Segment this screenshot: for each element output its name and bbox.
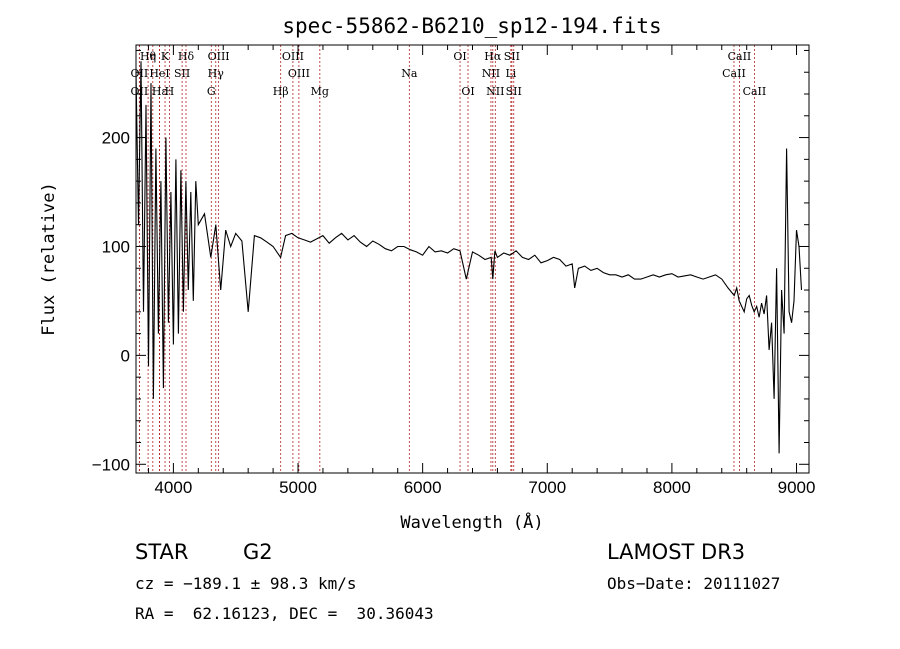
line-label-1: η: [150, 50, 157, 63]
plot-frame: [135, 44, 810, 474]
line-label-26: NII: [486, 85, 504, 98]
line-label-16: NII: [482, 67, 500, 80]
axis-tick-labels: 4000 5000 6000 7000 8000 9000 −100 0 100 200: [92, 129, 816, 497]
line-label-2: K: [161, 50, 170, 63]
line-label-0: Hθ: [140, 50, 157, 63]
flux-series-line: [135, 61, 803, 454]
line-label-22: G: [207, 85, 216, 98]
line-label-12: SII: [174, 67, 190, 80]
emission-line-markers: [138, 45, 755, 473]
coordinates: RA = 62.16123, DEC = 30.36043: [135, 604, 434, 623]
line-label-13: Hγ: [208, 67, 225, 80]
line-label-24: Mg: [311, 85, 329, 98]
line-label-20: Hε: [152, 85, 168, 98]
line-label-8: SII: [504, 50, 520, 63]
line-label-27: SII: [506, 85, 522, 98]
line-label-3: Hδ: [178, 50, 195, 63]
line-label-18: CaII: [722, 67, 746, 80]
line-label-6: OI: [453, 50, 466, 63]
y-tick-label: −100: [92, 455, 130, 474]
line-label-28: CaII: [743, 85, 767, 98]
y-tick-label: 200: [102, 129, 130, 148]
y-tick-label: 0: [121, 346, 130, 365]
line-label-25: OI: [461, 85, 474, 98]
line-label-5: OIII: [282, 50, 304, 63]
line-label-11: HeI: [149, 67, 169, 80]
axis-ticks: [136, 45, 809, 473]
survey-name: LAMOST DR3: [607, 540, 746, 564]
line-label-9: CaII: [728, 50, 752, 63]
x-tick-label: 4000: [154, 478, 192, 497]
x-tick-label: 5000: [279, 478, 317, 497]
line-label-4: OIII: [208, 50, 230, 63]
line-label-23: Hβ: [273, 85, 289, 98]
line-label-15: Na: [401, 67, 418, 80]
y-axis-label: Flux (relative): [39, 182, 59, 336]
line-label-19: OII: [131, 85, 149, 98]
x-tick-label: 9000: [778, 478, 816, 497]
x-axis-label: Wavelength (Å): [400, 511, 543, 533]
line-label-14: OIII: [288, 67, 310, 80]
x-tick-label: 8000: [653, 478, 691, 497]
line-label-17: Li: [505, 67, 516, 80]
y-tick-label: 100: [102, 237, 130, 256]
chart-title: spec-55862-B6210_sp12-194.fits: [282, 14, 661, 38]
redshift-velocity: cz = −189.1 ± 98.3 km/s: [135, 574, 357, 593]
observation-date: Obs−Date: 20111027: [607, 574, 781, 593]
line-label-7: Hα: [484, 50, 502, 63]
line-label-10: OII: [131, 67, 149, 80]
line-label-21: H: [165, 85, 175, 98]
object-type: STAR: [135, 540, 189, 564]
spectral-subclass: G2: [243, 540, 273, 564]
x-tick-label: 6000: [404, 478, 442, 497]
x-tick-label: 7000: [528, 478, 566, 497]
